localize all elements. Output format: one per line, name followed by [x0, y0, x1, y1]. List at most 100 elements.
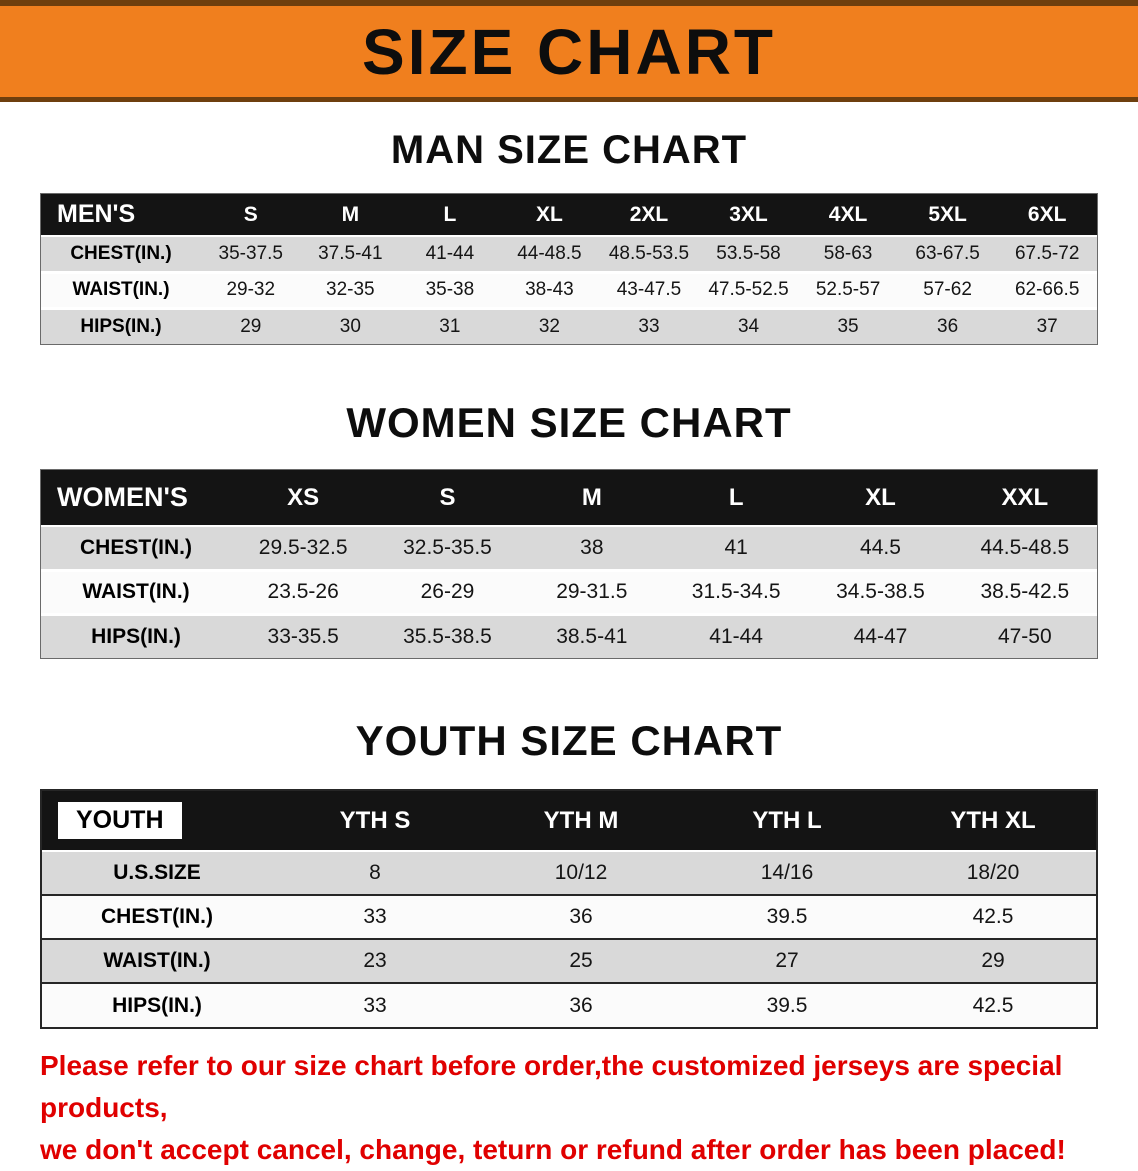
size-cell: 36: [897, 306, 998, 344]
size-cell: 39.5: [684, 982, 890, 1027]
size-cell: 33: [272, 982, 478, 1027]
size-cell: 32.5-35.5: [375, 526, 520, 570]
youth-row-hips: HIPS(IN.) 33 36 39.5 42.5: [42, 982, 1096, 1027]
row-label: CHEST(IN.): [41, 236, 201, 272]
size-cell: 36: [478, 982, 684, 1027]
row-label: HIPS(IN.): [42, 982, 272, 1027]
women-col-header: L: [663, 470, 809, 527]
youth-size-table: YOUTH YTH S YTH M YTH L YTH XL U.S.SIZE …: [40, 789, 1098, 1029]
women-col-header: M: [519, 470, 664, 527]
size-cell: 35.5-38.5: [375, 612, 520, 658]
size-cell: 35-38: [400, 270, 500, 308]
youth-col-header: YTH S: [272, 791, 478, 852]
women-header-row: WOMEN'S XS S M L XL XXL: [41, 470, 1097, 527]
size-cell: 42.5: [890, 982, 1096, 1027]
youth-section-heading: YOUTH SIZE CHART: [355, 717, 783, 764]
row-label: WAIST(IN.): [41, 568, 231, 614]
men-col-header: S: [201, 194, 301, 237]
women-col-header: XL: [808, 470, 953, 527]
youth-corner-cell: YOUTH: [42, 791, 272, 852]
size-cell: 36: [478, 894, 684, 939]
size-cell: 18/20: [890, 850, 1096, 895]
size-cell: 41-44: [400, 236, 500, 272]
size-cell: 41: [663, 526, 809, 570]
disclaimer-line-2: we don't accept cancel, change, teturn o…: [40, 1134, 1066, 1165]
men-header-row: MEN'S S M L XL 2XL 3XL 4XL 5XL 6XL: [41, 194, 1097, 237]
size-cell: 39.5: [684, 894, 890, 939]
men-size-table: MEN'S S M L XL 2XL 3XL 4XL 5XL 6XL CHEST…: [40, 193, 1098, 345]
youth-col-header: YTH L: [684, 791, 890, 852]
men-col-header: 5XL: [897, 194, 998, 237]
size-cell: 29-31.5: [519, 568, 664, 614]
size-cell: 37: [997, 306, 1097, 344]
youth-col-header: YTH M: [478, 791, 684, 852]
size-cell: 38.5-41: [519, 612, 664, 658]
size-cell: 43-47.5: [599, 270, 699, 308]
row-label: HIPS(IN.): [41, 306, 201, 344]
size-cell: 32: [499, 306, 600, 344]
size-cell: 33: [599, 306, 699, 344]
size-cell: 14/16: [684, 850, 890, 895]
row-label: CHEST(IN.): [42, 894, 272, 939]
size-cell: 53.5-58: [698, 236, 799, 272]
men-col-header: 2XL: [599, 194, 699, 237]
size-chart-banner: SIZE CHART: [0, 0, 1138, 102]
size-cell: 44.5-48.5: [952, 526, 1097, 570]
row-label: U.S.SIZE: [42, 850, 272, 895]
size-cell: 29: [201, 306, 301, 344]
men-row-hips: HIPS(IN.) 29 30 31 32 33 34 35 36 37: [41, 306, 1097, 344]
size-cell: 38: [519, 526, 664, 570]
size-cell: 27: [684, 938, 890, 983]
size-cell: 25: [478, 938, 684, 983]
men-col-header: 4XL: [798, 194, 898, 237]
size-cell: 63-67.5: [897, 236, 998, 272]
row-label: HIPS(IN.): [41, 612, 231, 658]
men-row-chest: CHEST(IN.) 35-37.5 37.5-41 41-44 44-48.5…: [41, 236, 1097, 272]
size-cell: 34: [698, 306, 799, 344]
size-cell: 30: [300, 306, 401, 344]
men-col-header: 3XL: [698, 194, 799, 237]
size-cell: 67.5-72: [997, 236, 1097, 272]
women-size-table: WOMEN'S XS S M L XL XXL CHEST(IN.) 29.5-…: [40, 469, 1098, 659]
row-label: WAIST(IN.): [41, 270, 201, 308]
size-cell: 33: [272, 894, 478, 939]
size-cell: 29.5-32.5: [231, 526, 376, 570]
size-cell: 47.5-52.5: [698, 270, 799, 308]
row-label: WAIST(IN.): [42, 938, 272, 983]
men-col-header: XL: [499, 194, 600, 237]
size-cell: 52.5-57: [798, 270, 898, 308]
size-cell: 10/12: [478, 850, 684, 895]
women-col-header: XS: [231, 470, 376, 527]
size-cell: 44-47: [808, 612, 953, 658]
size-cell: 31.5-34.5: [663, 568, 809, 614]
size-cell: 23.5-26: [231, 568, 376, 614]
size-cell: 33-35.5: [231, 612, 376, 658]
youth-header-row: YOUTH YTH S YTH M YTH L YTH XL: [42, 791, 1096, 852]
size-cell: 23: [272, 938, 478, 983]
size-cell: 47-50: [952, 612, 1097, 658]
men-col-header: 6XL: [997, 194, 1097, 237]
size-cell: 35: [798, 306, 898, 344]
size-cell: 58-63: [798, 236, 898, 272]
size-cell: 29-32: [201, 270, 301, 308]
women-col-header: S: [375, 470, 520, 527]
disclaimer-line-1: Please refer to our size chart before or…: [40, 1050, 1063, 1123]
men-section: MAN SIZE CHART MEN'S S M L XL 2XL 3XL 4X…: [0, 128, 1138, 345]
men-corner-label: MEN'S: [41, 194, 201, 237]
youth-row-chest: CHEST(IN.) 33 36 39.5 42.5: [42, 894, 1096, 939]
size-cell: 29: [890, 938, 1096, 983]
youth-row-ussize: U.S.SIZE 8 10/12 14/16 18/20: [42, 850, 1096, 895]
youth-row-waist: WAIST(IN.) 23 25 27 29: [42, 938, 1096, 983]
youth-corner-label: YOUTH: [58, 802, 182, 839]
size-cell: 35-37.5: [201, 236, 301, 272]
men-row-waist: WAIST(IN.) 29-32 32-35 35-38 38-43 43-47…: [41, 270, 1097, 308]
size-cell: 42.5: [890, 894, 1096, 939]
size-cell: 38-43: [499, 270, 600, 308]
size-cell: 41-44: [663, 612, 809, 658]
men-col-header: M: [300, 194, 401, 237]
women-row-chest: CHEST(IN.) 29.5-32.5 32.5-35.5 38 41 44.…: [41, 526, 1097, 570]
size-cell: 32-35: [300, 270, 401, 308]
women-corner-label: WOMEN'S: [41, 470, 231, 527]
women-col-header: XXL: [952, 470, 1097, 527]
size-cell: 37.5-41: [300, 236, 401, 272]
